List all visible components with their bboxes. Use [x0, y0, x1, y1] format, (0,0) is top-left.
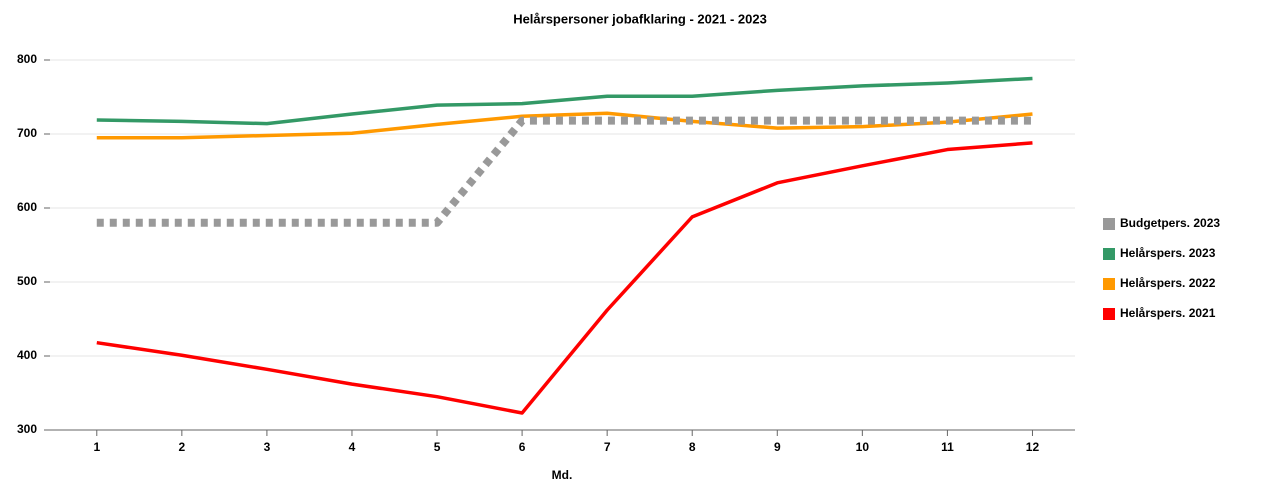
x-tick-label: 10 — [856, 440, 870, 454]
y-tick-label: 800 — [17, 52, 37, 66]
chart-title: Helårspersoner jobafklaring - 2021 - 202… — [513, 11, 767, 26]
y-tick-label: 400 — [17, 348, 37, 362]
y-tick-label: 500 — [17, 274, 37, 288]
series-line — [96, 111, 1033, 140]
x-axis-label: Md. — [552, 468, 573, 482]
y-tick-label: 300 — [17, 422, 37, 436]
legend-label: Helårspers. 2021 — [1120, 306, 1216, 320]
series-line — [96, 76, 1033, 126]
x-tick-label: 4 — [349, 440, 356, 454]
x-tick-label: 12 — [1026, 440, 1040, 454]
x-tick-label: 1 — [93, 440, 100, 454]
legend-swatch — [1103, 308, 1115, 320]
legend-swatch — [1103, 278, 1115, 290]
x-tick-label: 11 — [941, 440, 954, 454]
x-tick-label: 8 — [689, 440, 696, 454]
x-tick-label: 9 — [774, 440, 781, 454]
legend-swatch — [1103, 218, 1115, 230]
x-tick-label: 6 — [519, 440, 526, 454]
x-tick-label: 5 — [434, 440, 441, 454]
y-tick-label: 700 — [17, 126, 37, 140]
x-tick-label: 7 — [604, 440, 611, 454]
legend-swatch — [1103, 248, 1115, 260]
legend-label: Helårspers. 2022 — [1120, 276, 1216, 290]
legend-label: Budgetpers. 2023 — [1120, 216, 1220, 230]
legend-label: Helårspers. 2023 — [1120, 246, 1216, 260]
y-tick-label: 600 — [17, 200, 37, 214]
x-tick-label: 3 — [264, 440, 271, 454]
series-line — [96, 141, 1033, 415]
x-tick-label: 2 — [179, 440, 186, 454]
